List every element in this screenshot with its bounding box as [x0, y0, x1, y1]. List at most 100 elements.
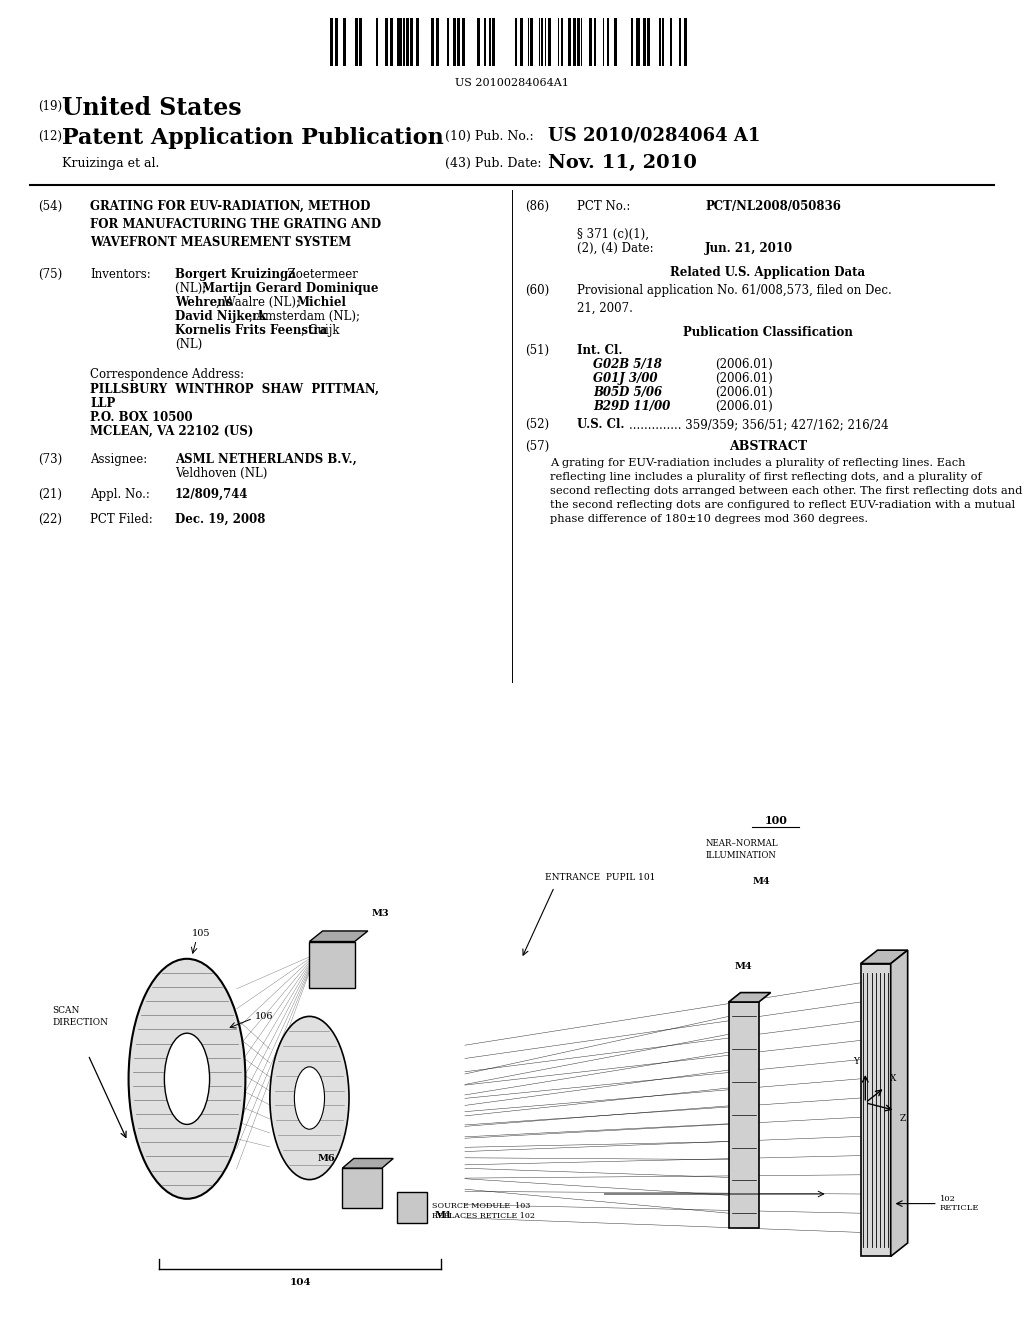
Bar: [548, 18, 551, 66]
Ellipse shape: [294, 1067, 325, 1129]
Bar: [530, 18, 534, 66]
Text: Wehrens: Wehrens: [175, 296, 232, 309]
Text: Veldhoven (NL): Veldhoven (NL): [175, 467, 267, 480]
Bar: [659, 18, 662, 66]
Text: (2006.01): (2006.01): [715, 358, 773, 371]
Text: LLP: LLP: [90, 397, 116, 411]
Bar: [343, 18, 346, 66]
Polygon shape: [309, 941, 354, 987]
Text: (57): (57): [525, 440, 549, 453]
Polygon shape: [397, 1192, 427, 1222]
Text: , Waalre (NL);: , Waalre (NL);: [216, 296, 304, 309]
Text: P.O. BOX 10500: P.O. BOX 10500: [90, 411, 193, 424]
Text: US 2010/0284064 A1: US 2010/0284064 A1: [548, 127, 761, 145]
Bar: [397, 18, 399, 66]
Text: PCT/NL2008/050836: PCT/NL2008/050836: [705, 201, 841, 213]
Text: .............. 359/359; 356/51; 427/162; 216/24: .............. 359/359; 356/51; 427/162;…: [629, 418, 889, 432]
Text: (2006.01): (2006.01): [715, 372, 773, 385]
Text: Michiel: Michiel: [296, 296, 346, 309]
Text: (12): (12): [38, 129, 62, 143]
Polygon shape: [729, 1002, 759, 1228]
Text: David Nijkerk: David Nijkerk: [175, 310, 266, 323]
Text: M4: M4: [735, 962, 753, 972]
Text: B29D 11/00: B29D 11/00: [593, 400, 671, 413]
Bar: [607, 18, 609, 66]
Text: Int. Cl.: Int. Cl.: [577, 345, 623, 356]
Bar: [410, 18, 413, 66]
Text: 105: 105: [191, 929, 210, 937]
Text: , Amsterdam (NL);: , Amsterdam (NL);: [249, 310, 360, 323]
Text: PCT No.:: PCT No.:: [577, 201, 631, 213]
Bar: [492, 18, 495, 66]
Text: 102
RETICLE: 102 RETICLE: [940, 1195, 979, 1212]
Bar: [541, 18, 543, 66]
Text: (2), (4) Date:: (2), (4) Date:: [577, 242, 653, 255]
Bar: [631, 18, 633, 66]
Text: M6: M6: [317, 1154, 335, 1163]
Text: 12/809,744: 12/809,744: [175, 488, 249, 502]
Bar: [614, 18, 617, 66]
Text: Inventors:: Inventors:: [90, 268, 151, 281]
Text: MCLEAN, VA 22102 (US): MCLEAN, VA 22102 (US): [90, 425, 253, 438]
Bar: [679, 18, 681, 66]
Bar: [403, 18, 406, 66]
Text: Z: Z: [899, 1114, 905, 1123]
Text: US 20100284064A1: US 20100284064A1: [455, 78, 569, 88]
Text: M1: M1: [435, 1210, 453, 1220]
Text: (NL);: (NL);: [175, 282, 210, 294]
Bar: [390, 18, 393, 66]
Bar: [330, 18, 333, 66]
Text: PILLSBURY  WINTHROP  SHAW  PITTMAN,: PILLSBURY WINTHROP SHAW PITTMAN,: [90, 383, 379, 396]
Text: (21): (21): [38, 488, 62, 502]
Text: GRATING FOR EUV-RADIATION, METHOD
FOR MANUFACTURING THE GRATING AND
WAVEFRONT ME: GRATING FOR EUV-RADIATION, METHOD FOR MA…: [90, 201, 381, 249]
Bar: [643, 18, 646, 66]
Text: (2006.01): (2006.01): [715, 385, 773, 399]
Text: M3: M3: [372, 908, 389, 917]
Text: ASML NETHERLANDS B.V.,: ASML NETHERLANDS B.V.,: [175, 453, 356, 466]
Text: NEAR–NORMAL
ILLUMINATION: NEAR–NORMAL ILLUMINATION: [706, 838, 778, 859]
Bar: [376, 18, 378, 66]
Bar: [457, 18, 460, 66]
Text: (73): (73): [38, 453, 62, 466]
Ellipse shape: [129, 958, 246, 1199]
Text: 106: 106: [255, 1012, 273, 1020]
Text: SOURCE MODULE  103
REPLACES RETICLE 102: SOURCE MODULE 103 REPLACES RETICLE 102: [432, 1201, 535, 1220]
Bar: [520, 18, 523, 66]
Text: Kruizinga et al.: Kruizinga et al.: [62, 157, 160, 170]
Text: Dec. 19, 2008: Dec. 19, 2008: [175, 513, 265, 525]
Bar: [489, 18, 490, 66]
Bar: [406, 18, 409, 66]
Text: § 371 (c)(1),: § 371 (c)(1),: [577, 228, 649, 242]
Bar: [515, 18, 517, 66]
Bar: [436, 18, 439, 66]
Bar: [447, 18, 449, 66]
Ellipse shape: [165, 1034, 210, 1125]
Bar: [431, 18, 434, 66]
Bar: [561, 18, 563, 66]
Bar: [355, 18, 358, 66]
Text: Assignee:: Assignee:: [90, 453, 147, 466]
Text: (2006.01): (2006.01): [715, 400, 773, 413]
Text: (75): (75): [38, 268, 62, 281]
Text: 100: 100: [764, 814, 787, 826]
Text: Publication Classification: Publication Classification: [683, 326, 853, 339]
Text: Nov. 11, 2010: Nov. 11, 2010: [548, 154, 697, 172]
Text: (NL): (NL): [175, 338, 203, 351]
Ellipse shape: [270, 1016, 349, 1180]
Text: Martijn Gerard Dominique: Martijn Gerard Dominique: [202, 282, 379, 294]
Polygon shape: [729, 993, 771, 1002]
Polygon shape: [860, 950, 907, 964]
Bar: [335, 18, 338, 66]
Text: (54): (54): [38, 201, 62, 213]
Text: (52): (52): [525, 418, 549, 432]
Text: B05D 5/06: B05D 5/06: [593, 385, 663, 399]
Bar: [647, 18, 650, 66]
Text: Provisional application No. 61/008,573, filed on Dec.
21, 2007.: Provisional application No. 61/008,573, …: [577, 284, 892, 315]
Text: G01J 3/00: G01J 3/00: [593, 372, 657, 385]
Polygon shape: [309, 931, 368, 941]
Polygon shape: [342, 1159, 393, 1168]
Bar: [573, 18, 575, 66]
Bar: [399, 18, 402, 66]
Text: Jun. 21, 2010: Jun. 21, 2010: [705, 242, 794, 255]
Text: (60): (60): [525, 284, 549, 297]
